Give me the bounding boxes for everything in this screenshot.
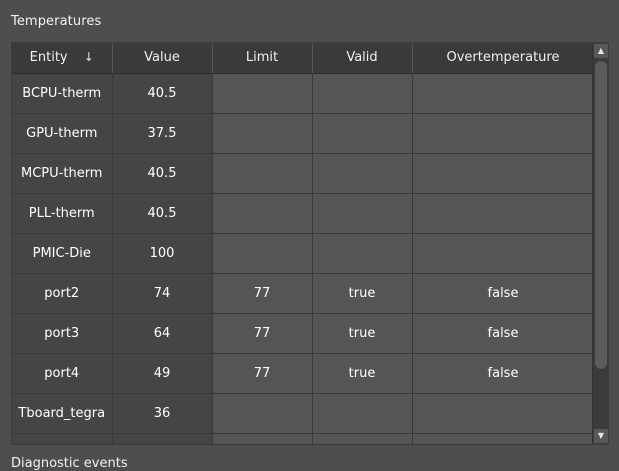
table-row[interactable]: port4 49 77 true false — [12, 353, 595, 394]
temperatures-table-container: Entity ↓ Value Limit Valid Overtemperatu… — [11, 42, 609, 445]
cell-value: 40.5 — [112, 193, 213, 234]
cell-valid — [312, 153, 413, 194]
scroll-down-arrow-icon[interactable]: ▼ — [594, 429, 608, 443]
column-header-value[interactable]: Value — [112, 43, 213, 74]
scrollbar-thumb[interactable] — [595, 61, 607, 369]
scroll-up-arrow-icon[interactable]: ▲ — [594, 44, 608, 58]
cell-valid — [312, 433, 413, 444]
cell-overtemperature — [412, 153, 595, 194]
cell-entity: BCPU-therm — [12, 73, 113, 114]
cell-value: 74 — [112, 273, 213, 314]
table-row[interactable]: MCPU-therm 40.5 — [12, 153, 595, 194]
cell-limit — [212, 433, 313, 444]
cell-overtemperature: false — [412, 273, 595, 314]
cell-entity: PMIC-Die — [12, 233, 113, 274]
cell-valid — [312, 193, 413, 234]
cell-entity — [12, 433, 113, 444]
cell-overtemperature — [412, 113, 595, 154]
cell-entity: port4 — [12, 353, 113, 394]
cell-valid — [312, 113, 413, 154]
sort-descending-icon: ↓ — [83, 50, 94, 65]
cell-overtemperature: false — [412, 353, 595, 394]
cell-limit: 77 — [212, 273, 313, 314]
table-row[interactable]: port2 74 77 true false — [12, 273, 595, 314]
column-header-valid[interactable]: Valid — [312, 43, 413, 74]
cell-limit — [212, 193, 313, 234]
table-row[interactable] — [12, 433, 595, 444]
cell-valid — [312, 233, 413, 274]
cell-overtemperature — [412, 193, 595, 234]
column-header-label: Entity — [29, 50, 68, 66]
cell-overtemperature — [412, 73, 595, 114]
cell-limit: 77 — [212, 353, 313, 394]
cell-value: 64 — [112, 313, 213, 354]
cell-entity: port2 — [12, 273, 113, 314]
cell-valid — [312, 73, 413, 114]
cell-value — [112, 433, 213, 444]
cell-limit — [212, 233, 313, 274]
cell-valid — [312, 393, 413, 434]
table-row[interactable]: GPU-therm 37.5 — [12, 113, 595, 154]
cell-value: 49 — [112, 353, 213, 394]
cell-value: 100 — [112, 233, 213, 274]
table-row[interactable]: Tboard_tegra 36 — [12, 393, 595, 434]
cell-value: 40.5 — [112, 73, 213, 114]
cell-overtemperature — [412, 393, 595, 434]
cell-valid: true — [312, 353, 413, 394]
cell-value: 37.5 — [112, 113, 213, 154]
cell-valid: true — [312, 273, 413, 314]
cell-valid: true — [312, 313, 413, 354]
cell-value: 36 — [112, 393, 213, 434]
cell-overtemperature — [412, 433, 595, 444]
cell-entity: port3 — [12, 313, 113, 354]
cell-limit — [212, 393, 313, 434]
column-header-limit[interactable]: Limit — [212, 43, 313, 74]
table-row[interactable]: PMIC-Die 100 — [12, 233, 595, 274]
column-header-overtemperature[interactable]: Overtemperature — [412, 43, 595, 74]
cell-limit — [212, 113, 313, 154]
cell-overtemperature — [412, 233, 595, 274]
table-row[interactable]: port3 64 77 true false — [12, 313, 595, 354]
temperatures-table: Entity ↓ Value Limit Valid Overtemperatu… — [12, 43, 595, 444]
cell-entity: MCPU-therm — [12, 153, 113, 194]
panel-title: Temperatures — [11, 14, 102, 29]
cell-overtemperature: false — [412, 313, 595, 354]
table-row[interactable]: PLL-therm 40.5 — [12, 193, 595, 234]
table-header-row: Entity ↓ Value Limit Valid Overtemperatu… — [12, 43, 595, 74]
cell-entity: PLL-therm — [12, 193, 113, 234]
cell-value: 40.5 — [112, 153, 213, 194]
vertical-scrollbar[interactable]: ▲ ▼ — [592, 43, 608, 444]
table-row[interactable]: BCPU-therm 40.5 — [12, 73, 595, 114]
cell-limit — [212, 153, 313, 194]
cell-limit — [212, 73, 313, 114]
cell-entity: Tboard_tegra — [12, 393, 113, 434]
cell-entity: GPU-therm — [12, 113, 113, 154]
cell-limit: 77 — [212, 313, 313, 354]
column-header-entity[interactable]: Entity ↓ — [12, 43, 113, 74]
